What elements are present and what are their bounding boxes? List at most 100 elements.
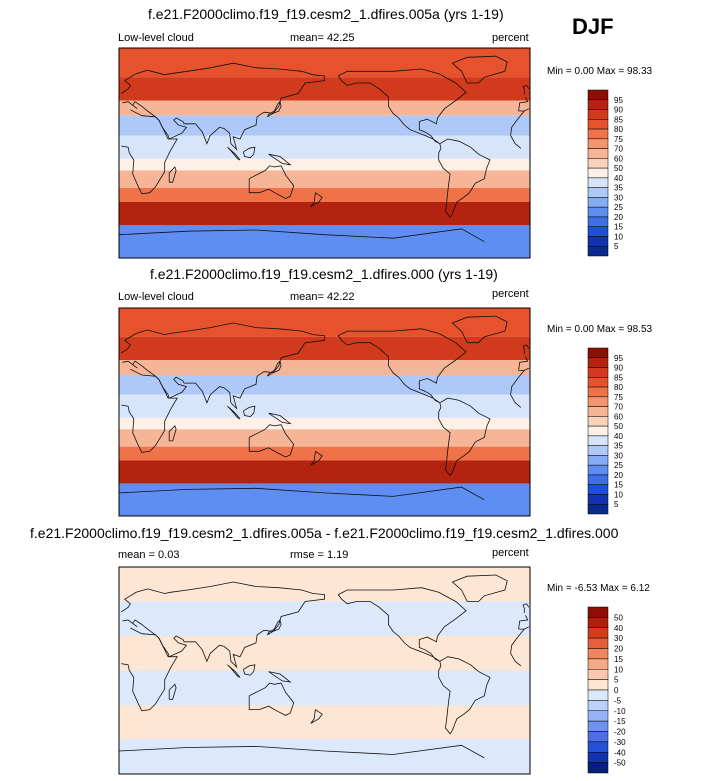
panel3-rmse: rmse = 1.19 (290, 549, 349, 561)
map-2-band-4 (119, 375, 530, 395)
panel1-mean: mean= 42.25 (290, 32, 355, 44)
coastline-3 (451, 315, 508, 344)
map-1-band-9 (119, 202, 530, 226)
coastline-5 (121, 62, 530, 151)
colorbar-3-swatch-15 (587, 752, 609, 763)
panel1-title: f.e21.F2000climo.f19_f19.cesm2_1.dfires.… (148, 6, 504, 22)
colorbar-2-tick-9: 40 (614, 432, 623, 441)
colorbar-3-swatch-1 (587, 606, 609, 618)
panel2-units: percent (492, 288, 529, 300)
panel1-left-label: Low-level cloud (118, 32, 194, 44)
colorbar-1-swatch-6 (587, 138, 609, 149)
map-2-coastlines (118, 315, 530, 501)
colorbar-3-tick-2: 40 (614, 624, 623, 633)
coastline-6 (248, 424, 295, 458)
colorbar-2-swatch-16 (587, 494, 609, 505)
coastline-5 (121, 581, 530, 669)
colorbar-3-tick-12: -20 (614, 728, 626, 737)
map-1-band-1 (119, 48, 530, 78)
coastline-14 (310, 450, 323, 466)
colorbar-2-swatch-8 (587, 416, 609, 427)
colorbar-3-swatch-6 (587, 658, 609, 670)
colorbar-3-tick-9: -5 (614, 696, 622, 705)
coastline-1 (337, 587, 467, 662)
coastline-12 (227, 146, 241, 161)
colorbar-1-swatch-7 (587, 148, 609, 159)
colorbar-2-swatch-12 (587, 455, 609, 466)
colorbar-2-swatch-2 (587, 357, 609, 368)
colorbar-2-swatch-9 (587, 425, 609, 437)
colorbar-3-tick-15: -50 (614, 759, 626, 768)
colorbar-2-swatch-13 (587, 464, 609, 476)
coastline-9 (267, 360, 282, 377)
coastline-12 (227, 405, 241, 420)
map-2-band-3 (119, 360, 530, 376)
colorbar-2-tick-14: 15 (614, 481, 623, 490)
map-3-coastlines (118, 574, 530, 759)
map-3-band-4 (119, 670, 530, 705)
colorbar-2-tick-16: 5 (614, 500, 619, 509)
coastline-6 (248, 682, 295, 716)
colorbar-2-swatch-11 (587, 445, 609, 456)
map-3-band-5 (119, 705, 530, 740)
colorbar-1-tick-11: 30 (614, 193, 623, 202)
coastline-14 (310, 192, 323, 208)
coastline-11 (243, 146, 256, 159)
colorbar-1-swatch-11 (587, 187, 609, 198)
map-3-band-2 (119, 601, 530, 636)
map-1-frame (118, 47, 531, 259)
colorbar-3-swatch-2 (587, 617, 609, 628)
map-panel-1 (118, 47, 531, 259)
colorbar-3-tick-10: -10 (614, 707, 626, 716)
coastline-8 (522, 84, 530, 95)
colorbar-1-swatch-9 (587, 167, 609, 179)
coastline-9 (267, 619, 282, 636)
panel1-units: percent (492, 32, 529, 44)
colorbar-2-swatch-5 (587, 386, 609, 398)
map-2-band-8 (119, 446, 530, 461)
map-2-band-9 (119, 460, 530, 484)
colorbar-2-tick-1: 95 (614, 354, 623, 363)
coastline-11 (243, 664, 256, 676)
coastline-7 (118, 744, 485, 759)
colorbar-1-swatch-4 (587, 119, 609, 130)
map-1-band-5 (119, 135, 530, 159)
coastline-12 (227, 664, 241, 678)
colorbar-3-swatch-11 (587, 710, 609, 722)
colorbar-3-swatch-12 (587, 720, 609, 732)
colorbar-1-tick-14: 15 (614, 223, 623, 232)
colorbar-3-tick-7: 5 (614, 676, 619, 685)
coastline-13 (268, 671, 292, 683)
coastline-2 (438, 656, 491, 735)
map-2-band-1 (119, 308, 530, 337)
map-1-band-6 (119, 158, 530, 171)
panel3-title: f.e21.F2000climo.f19_f19.cesm2_1.dfires.… (30, 525, 619, 541)
colorbar-3-tick-4: 20 (614, 645, 623, 654)
map-2-band-2 (119, 336, 530, 360)
map-2-band-7 (119, 429, 530, 447)
colorbar-1-tick-2: 90 (614, 106, 623, 115)
colorbar-1-tick-8: 50 (614, 164, 623, 173)
colorbar-1-tick-6: 70 (614, 145, 623, 154)
coastline-9 (267, 100, 282, 118)
map-2-band-10 (119, 483, 530, 516)
colorbar-1-swatch-8 (587, 158, 609, 169)
panel2-mean: mean= 42.22 (290, 291, 355, 303)
colorbar-2-swatch-3 (587, 367, 609, 378)
colorbar-1-swatch-14 (587, 216, 609, 227)
colorbar-3-swatch-4 (587, 637, 609, 649)
colorbar-3-swatch-10 (587, 700, 609, 711)
coastline-10 (168, 425, 177, 442)
colorbar-2-tick-8: 50 (614, 422, 623, 431)
colorbar-1-tick-9: 40 (614, 174, 623, 183)
coastline-1 (337, 328, 467, 404)
map-2-frame (118, 307, 531, 517)
map-3-frame (118, 566, 531, 775)
coastline-1 (337, 68, 467, 145)
colorbar-1-swatch-1 (587, 89, 609, 101)
coastline-11 (243, 405, 256, 418)
colorbar-1-swatch-13 (587, 206, 609, 218)
colorbar-2-tick-12: 25 (614, 461, 623, 470)
coastline-3 (451, 574, 508, 602)
